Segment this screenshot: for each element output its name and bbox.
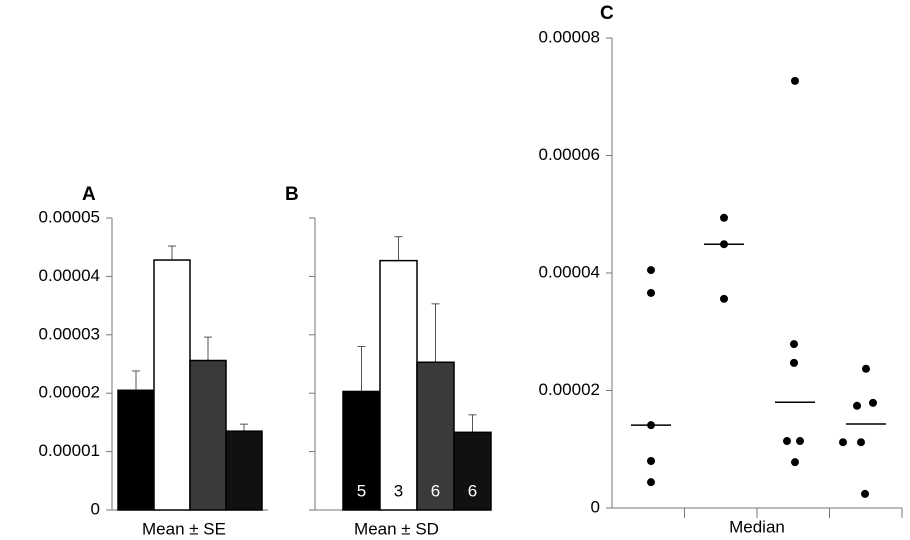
bar (225, 430, 263, 511)
dot (647, 288, 655, 297)
panel-label: A (82, 184, 96, 205)
y-tick-label: 0.00005 (39, 207, 100, 226)
sample-size-label: 6 (431, 481, 440, 500)
y-tick-label: 0.00002 (39, 383, 100, 402)
dot (647, 266, 655, 275)
dot (647, 457, 655, 465)
y-tick-label: 0.00006 (539, 145, 600, 164)
x-axis-label: Mean ± SE (142, 519, 226, 538)
x-axis-label: Median (729, 517, 785, 536)
dot (796, 437, 804, 446)
sample-size-label: 6 (468, 481, 477, 500)
y-tick-label: 0 (591, 497, 600, 516)
y-tick-label: 0.00003 (39, 324, 100, 343)
dot (853, 401, 861, 410)
bar (117, 389, 155, 511)
dot (783, 437, 791, 446)
dot (791, 458, 799, 467)
dot (791, 76, 799, 85)
dot (839, 438, 847, 447)
bar (153, 259, 191, 511)
dot (861, 489, 869, 498)
dot (857, 438, 865, 447)
bar (379, 259, 418, 511)
bar (342, 390, 381, 511)
y-tick-label: 0.00002 (539, 380, 600, 399)
panel-label: B (285, 184, 299, 205)
sample-size-label: 5 (357, 481, 366, 500)
y-tick-label: 0.00004 (39, 266, 100, 285)
dot (869, 398, 877, 407)
y-tick-label: 0.00004 (539, 262, 600, 281)
dot (790, 358, 798, 367)
dot (790, 340, 798, 349)
dot (862, 364, 870, 373)
x-axis-label: Mean ± SD (354, 519, 439, 538)
bar (416, 361, 455, 511)
dot (720, 294, 728, 303)
dot (647, 478, 655, 487)
panel-label: C (600, 3, 614, 24)
bar (189, 359, 227, 511)
y-tick-label: 0.00001 (39, 441, 100, 460)
y-tick-label: 0.00008 (539, 27, 600, 46)
dot (720, 213, 728, 222)
y-tick-label: 0 (91, 499, 100, 518)
sample-size-label: 3 (394, 481, 403, 500)
bar (453, 431, 492, 511)
